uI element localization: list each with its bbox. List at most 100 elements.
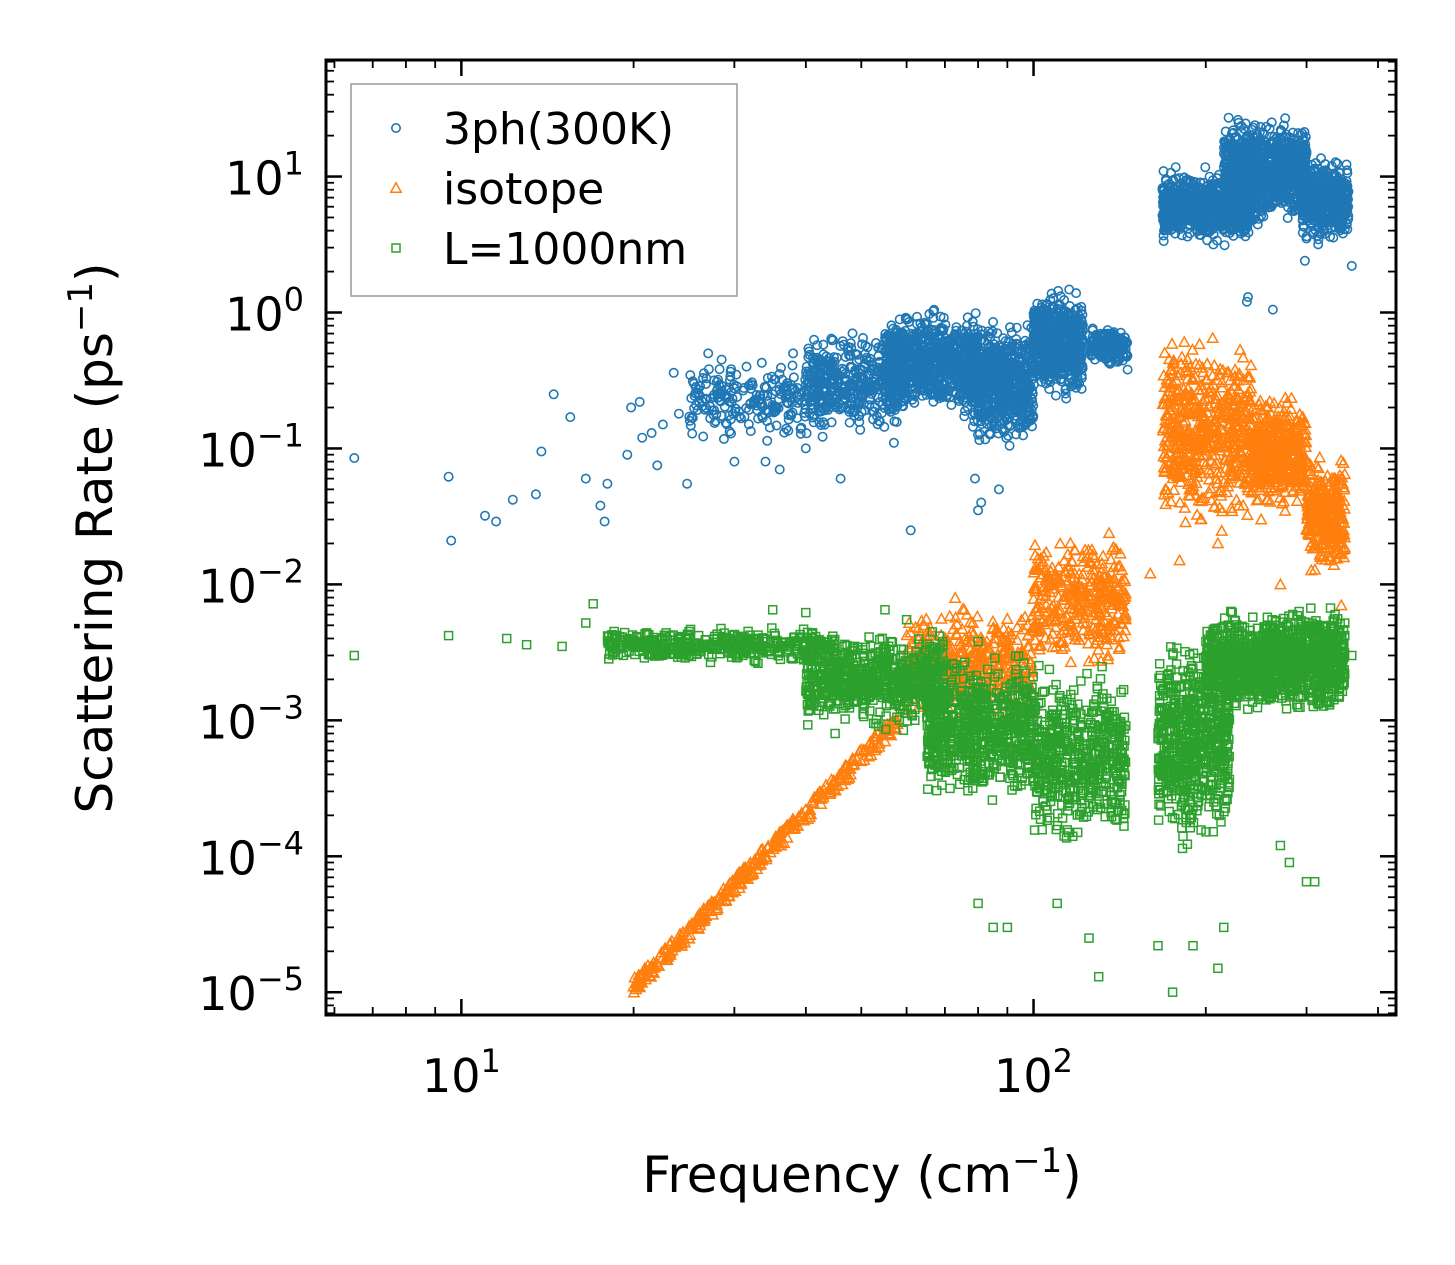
data-point-3ph [753,413,764,424]
data-point-3ph [807,392,818,403]
data-point-3ph [811,391,822,402]
data-point-3ph [743,419,754,430]
data-point-3ph [730,406,741,417]
data-point-3ph [795,423,806,434]
data-point-3ph [871,411,882,422]
data-point-3ph [854,416,865,427]
data-point-3ph [824,352,835,363]
data-point-3ph [743,404,754,415]
data-point-3ph [866,363,877,374]
data-point-3ph [849,386,860,397]
data-point-3ph [857,332,868,343]
data-point-3ph [764,422,775,433]
data-point-3ph [700,378,711,389]
data-point-3ph [756,357,767,368]
data-point-3ph [684,415,695,426]
data-point-3ph [825,395,836,406]
data-point-3ph [823,393,834,404]
data-point-3ph [831,368,842,379]
data-point-3ph [750,394,761,405]
data-point-3ph [721,419,732,430]
data-point-3ph [745,426,756,437]
data-point-3ph [718,433,729,444]
data-point-3ph [743,380,754,391]
data-point-3ph [731,369,742,380]
data-point-3ph [714,395,725,406]
data-point-3ph [827,335,838,346]
data-point-3ph [783,425,794,436]
data-point-3ph [826,384,837,395]
data-point-3ph [818,417,829,428]
data-point-3ph [840,394,851,405]
data-point-3ph [900,314,911,325]
data-point-3ph [727,393,738,404]
data-point-3ph [877,399,888,410]
data-point-3ph [826,373,837,384]
data-point-3ph [818,403,829,414]
data-point-3ph [792,391,803,402]
data-point-3ph [870,337,881,348]
data-point-3ph [818,339,829,350]
series-3ph [349,112,1357,546]
data-point-3ph [767,400,778,411]
data-point-3ph [847,328,858,339]
data-point-3ph [716,410,727,421]
data-point-3ph [813,379,824,390]
data-point-3ph [697,372,708,383]
data-point-3ph [850,365,861,376]
data-point-3ph [703,364,714,375]
data-point-3ph [698,431,709,442]
data-point-3ph [814,417,825,428]
data-point-3ph [692,387,703,398]
data-point-3ph [837,336,848,347]
data-point-3ph [862,382,873,393]
data-point-3ph [783,410,794,421]
data-point-3ph [762,435,773,446]
data-point-3ph [854,397,865,408]
data-point-3ph [714,388,725,399]
data-point-3ph [725,371,736,382]
data-point-3ph [844,417,855,428]
data-point-3ph [713,374,724,385]
data-point-3ph [709,417,720,428]
data-point-3ph [691,400,702,411]
data-point-3ph [935,311,946,322]
data-point-3ph [686,393,697,404]
data-point-3ph [766,378,777,389]
data-point-3ph [812,340,823,351]
data-point-3ph [738,382,749,393]
data-points-layer [349,112,1357,998]
data-point-3ph [783,398,794,409]
data-point-3ph [815,405,826,416]
data-point-3ph [781,423,792,434]
data-point-3ph [859,349,870,360]
data-point-3ph [803,343,814,354]
data-point-3ph [868,385,879,396]
data-point-3ph [769,401,780,412]
data-point-3ph [695,381,706,392]
data-point-3ph [853,410,864,421]
data-point-3ph [725,366,736,377]
data-point-3ph [700,404,711,415]
data-point-3ph [751,400,762,411]
data-point-3ph [832,374,843,385]
data-point-3ph [777,374,788,385]
data-point-3ph [725,428,736,439]
data-point-3ph [874,416,885,427]
data-point-3ph [891,416,902,427]
data-point-3ph [685,370,696,381]
data-point-3ph [808,334,819,345]
data-point-3ph [851,356,862,367]
data-point-3ph [803,378,814,389]
data-point-3ph [795,428,806,439]
data-point-3ph [801,361,812,372]
data-point-3ph [762,405,773,416]
data-point-3ph [758,389,769,400]
data-point-3ph [808,376,819,387]
data-point-3ph [921,318,932,329]
data-point-3ph [817,431,828,442]
data-point-3ph [882,397,893,408]
data-point-3ph [894,314,905,325]
data-point-3ph [771,420,782,431]
